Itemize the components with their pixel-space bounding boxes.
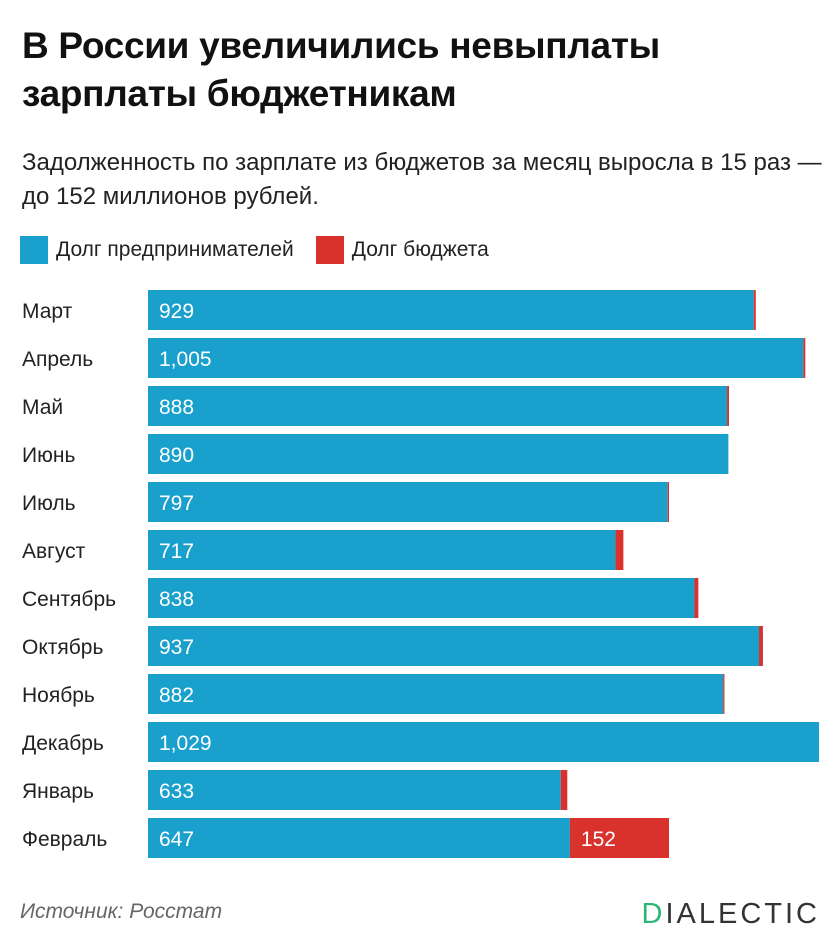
bar-entrepreneurs <box>148 674 724 714</box>
source-note: Источник: Росстат <box>20 900 223 923</box>
chart-subtitle: Задолженность по зарплате из бюджетов за… <box>22 149 822 210</box>
dialectic-logo: DIALECTIC <box>642 898 820 931</box>
bar-budget <box>569 818 670 858</box>
bar-budget <box>727 386 730 426</box>
bar-value-label: 890 <box>159 444 194 467</box>
category-label: Август <box>22 540 86 563</box>
bar-budget <box>803 338 806 378</box>
bar-budget <box>694 578 699 618</box>
logo-text: IALECTIC <box>665 898 820 930</box>
bar-value-label: 882 <box>159 684 194 707</box>
bar-entrepreneurs <box>148 722 819 762</box>
bar-budget <box>615 530 624 570</box>
bar-value-label: 152 <box>581 828 616 851</box>
category-label: Январь <box>22 780 94 803</box>
bar-entrepreneurs <box>148 290 754 330</box>
bar-entrepreneurs <box>148 770 561 810</box>
bar-entrepreneurs <box>148 530 616 570</box>
bar-entrepreneurs <box>148 482 668 522</box>
bar-entrepreneurs <box>148 434 729 474</box>
category-label: Июль <box>22 492 76 515</box>
bar-budget <box>560 770 568 810</box>
bar-value-label: 888 <box>159 396 194 419</box>
bar-value-label: 633 <box>159 780 194 803</box>
category-label: Май <box>22 396 63 419</box>
category-label: Октябрь <box>22 636 103 659</box>
bar-value-label: 937 <box>159 636 194 659</box>
bar-value-label: 838 <box>159 588 194 611</box>
bar-value-label: 1,005 <box>159 348 212 371</box>
legend-label: Долг бюджета <box>351 238 489 261</box>
category-label: Июнь <box>22 444 75 467</box>
bar-value-label: 647 <box>159 828 194 851</box>
category-label: Сентябрь <box>22 588 116 611</box>
chart-title: В России увеличились невыплаты зарплаты … <box>22 25 660 114</box>
category-label: Декабрь <box>22 732 104 755</box>
legend-swatch-blue <box>20 236 48 264</box>
bar-budget <box>667 482 670 522</box>
bar-entrepreneurs <box>148 386 728 426</box>
bar-entrepreneurs <box>148 338 804 378</box>
logo-letter-d: D <box>641 898 666 930</box>
bar-budget <box>723 674 725 714</box>
category-label: Апрель <box>22 348 93 371</box>
bar-entrepreneurs <box>148 626 760 666</box>
bar-budget <box>759 626 763 666</box>
bar-entrepreneurs <box>148 818 570 858</box>
bar-value-label: 797 <box>159 492 194 515</box>
bar-budget <box>753 290 756 330</box>
legend: Долг предпринимателей Долг бюджета <box>20 236 511 264</box>
bar-chart: Март 929 Апрель 1,005 Май 888 Июнь 890 Июль 797 Ав… <box>22 290 819 858</box>
legend-swatch-red <box>315 236 344 264</box>
bar-entrepreneurs <box>148 578 695 618</box>
category-label: Ноябрь <box>22 684 95 707</box>
legend-item-entrepreneurs: Долг предпринимателей <box>20 236 294 264</box>
legend-item-budget: Долг бюджета <box>315 236 489 264</box>
bar-value-label: 717 <box>159 540 194 563</box>
category-label: Март <box>22 300 73 323</box>
legend-label: Долг предпринимателей <box>56 238 294 261</box>
bar-value-label: 1,029 <box>159 732 212 755</box>
category-label: Февраль <box>22 828 107 851</box>
bar-value-label: 929 <box>159 300 194 323</box>
